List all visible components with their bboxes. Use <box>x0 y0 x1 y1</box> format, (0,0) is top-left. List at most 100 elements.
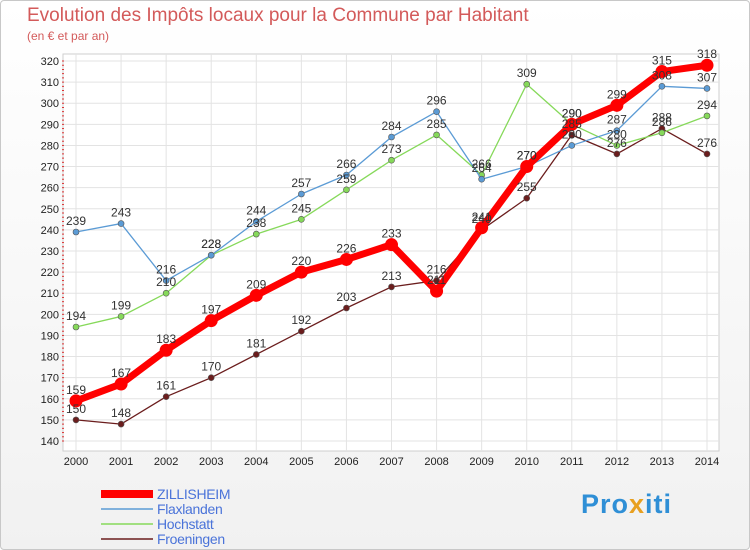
legend-label-froeningen: Froeningen <box>157 531 225 547</box>
data-label-hochstatt: 266 <box>472 157 492 171</box>
x-tick-label: 2010 <box>514 456 538 468</box>
x-tick-label: 2005 <box>289 456 313 468</box>
data-point-zillisheim <box>385 238 398 252</box>
data-label-zillisheim: 209 <box>246 277 266 291</box>
data-point-froeningen <box>703 150 711 158</box>
data-label-flaxlanden: 216 <box>156 263 176 277</box>
x-tick-label: 2007 <box>379 456 403 468</box>
data-label-zillisheim: 233 <box>381 227 401 241</box>
data-point-froeningen <box>207 374 215 381</box>
chart-grid <box>62 53 720 452</box>
data-label-froeningen: 161 <box>156 379 176 393</box>
data-point-hochstatt <box>343 186 350 194</box>
data-point-zillisheim <box>114 377 128 391</box>
data-point-froeningen <box>388 283 395 291</box>
data-label-flaxlanden: 228 <box>201 237 221 251</box>
x-tick-label: 2006 <box>334 456 358 468</box>
y-tick-label: 240 <box>41 225 59 237</box>
legend-label-zillisheim: ZILLISHEIM <box>157 486 231 502</box>
data-label-hochstatt: 238 <box>246 216 266 230</box>
data-label-zillisheim: 159 <box>66 383 86 397</box>
data-point-froeningen <box>162 393 170 400</box>
data-label-flaxlanden: 307 <box>697 70 717 84</box>
data-label-zillisheim: 270 <box>517 149 537 163</box>
data-point-hochstatt <box>298 216 305 223</box>
data-point-flaxlanden <box>162 277 170 284</box>
data-point-froeningen <box>433 277 440 284</box>
x-tick-label: 2004 <box>244 456 268 468</box>
x-tick-label: 2009 <box>469 456 493 468</box>
y-tick-label: 160 <box>41 394 59 406</box>
data-point-hochstatt <box>388 156 395 164</box>
data-label-froeningen: 170 <box>201 360 221 374</box>
data-label-hochstatt: 290 <box>562 106 582 120</box>
data-label-hochstatt: 259 <box>336 172 356 186</box>
data-point-flaxlanden <box>298 190 305 198</box>
data-label-flaxlanden: 244 <box>246 203 266 217</box>
data-label-flaxlanden: 239 <box>66 214 86 228</box>
legend-lines <box>101 490 153 540</box>
y-tick-label: 200 <box>41 309 59 321</box>
data-label-zillisheim: 167 <box>111 366 131 380</box>
y-tick-label: 210 <box>41 288 59 300</box>
data-point-zillisheim <box>655 65 669 79</box>
proxiti-logo: Proxiti <box>581 489 672 520</box>
data-point-flaxlanden <box>703 85 711 92</box>
legend-label-hochstatt: Hochstatt <box>157 516 214 532</box>
data-label-flaxlanden: 266 <box>336 157 356 171</box>
logo-part-x: x <box>629 489 646 519</box>
data-label-hochstatt: 245 <box>291 201 311 215</box>
data-point-hochstatt <box>252 230 260 238</box>
data-label-flaxlanden: 296 <box>427 94 447 108</box>
legend-label-flaxlanden: Flaxlanden <box>157 501 223 517</box>
y-tick-label: 190 <box>41 330 59 342</box>
data-label-flaxlanden: 257 <box>291 176 311 190</box>
data-point-zillisheim <box>610 98 624 112</box>
data-label-hochstatt: 199 <box>111 298 131 312</box>
y-tick-label: 280 <box>41 140 59 152</box>
data-point-zillisheim <box>475 221 489 235</box>
x-tick-label: 2001 <box>109 456 133 468</box>
data-label-froeningen: 240 <box>472 212 492 226</box>
data-point-zillisheim <box>204 314 218 328</box>
chart-title: Evolution des Impôts locaux pour la Comm… <box>27 5 529 26</box>
y-tick-label: 320 <box>41 56 59 68</box>
x-tick-label: 2014 <box>695 456 719 468</box>
data-point-flaxlanden <box>388 133 395 141</box>
data-label-froeningen: 213 <box>381 269 401 283</box>
data-label-flaxlanden: 287 <box>607 113 627 127</box>
data-label-zillisheim: 290 <box>562 106 582 120</box>
chart-subtitle: (en € et par an) <box>27 29 110 43</box>
data-label-zillisheim: 299 <box>607 87 627 101</box>
data-point-froeningen <box>613 150 621 158</box>
logo-part-pro: Pro <box>581 489 630 519</box>
data-point-hochstatt <box>162 289 170 297</box>
data-label-froeningen: 255 <box>517 180 537 194</box>
data-label-zillisheim: 211 <box>427 273 446 287</box>
data-point-zillisheim <box>69 394 83 408</box>
data-label-zillisheim: 241 <box>472 210 492 224</box>
x-tick-label: 2012 <box>605 456 629 468</box>
data-label-flaxlanden: 270 <box>517 149 537 163</box>
y-tick-label: 290 <box>41 119 59 131</box>
data-label-zillisheim: 226 <box>336 241 356 255</box>
data-point-flaxlanden <box>433 108 440 115</box>
data-point-froeningen <box>523 194 531 202</box>
logo-part-iti: iti <box>645 489 673 519</box>
data-label-froeningen: 203 <box>336 290 356 304</box>
x-tick-label: 2002 <box>154 456 178 468</box>
data-point-flaxlanden <box>613 127 621 134</box>
data-label-hochstatt: 194 <box>66 309 86 323</box>
data-label-flaxlanden: 284 <box>381 119 401 133</box>
data-label-froeningen: 285 <box>562 117 582 131</box>
data-point-hochstatt <box>703 112 711 120</box>
data-point-froeningen <box>343 304 350 312</box>
x-tick-label: 2000 <box>64 456 88 468</box>
data-point-froeningen <box>252 351 260 358</box>
y-tick-label: 150 <box>41 415 59 427</box>
y-tick-label: 220 <box>41 267 59 279</box>
data-label-hochstatt: 210 <box>156 275 176 289</box>
